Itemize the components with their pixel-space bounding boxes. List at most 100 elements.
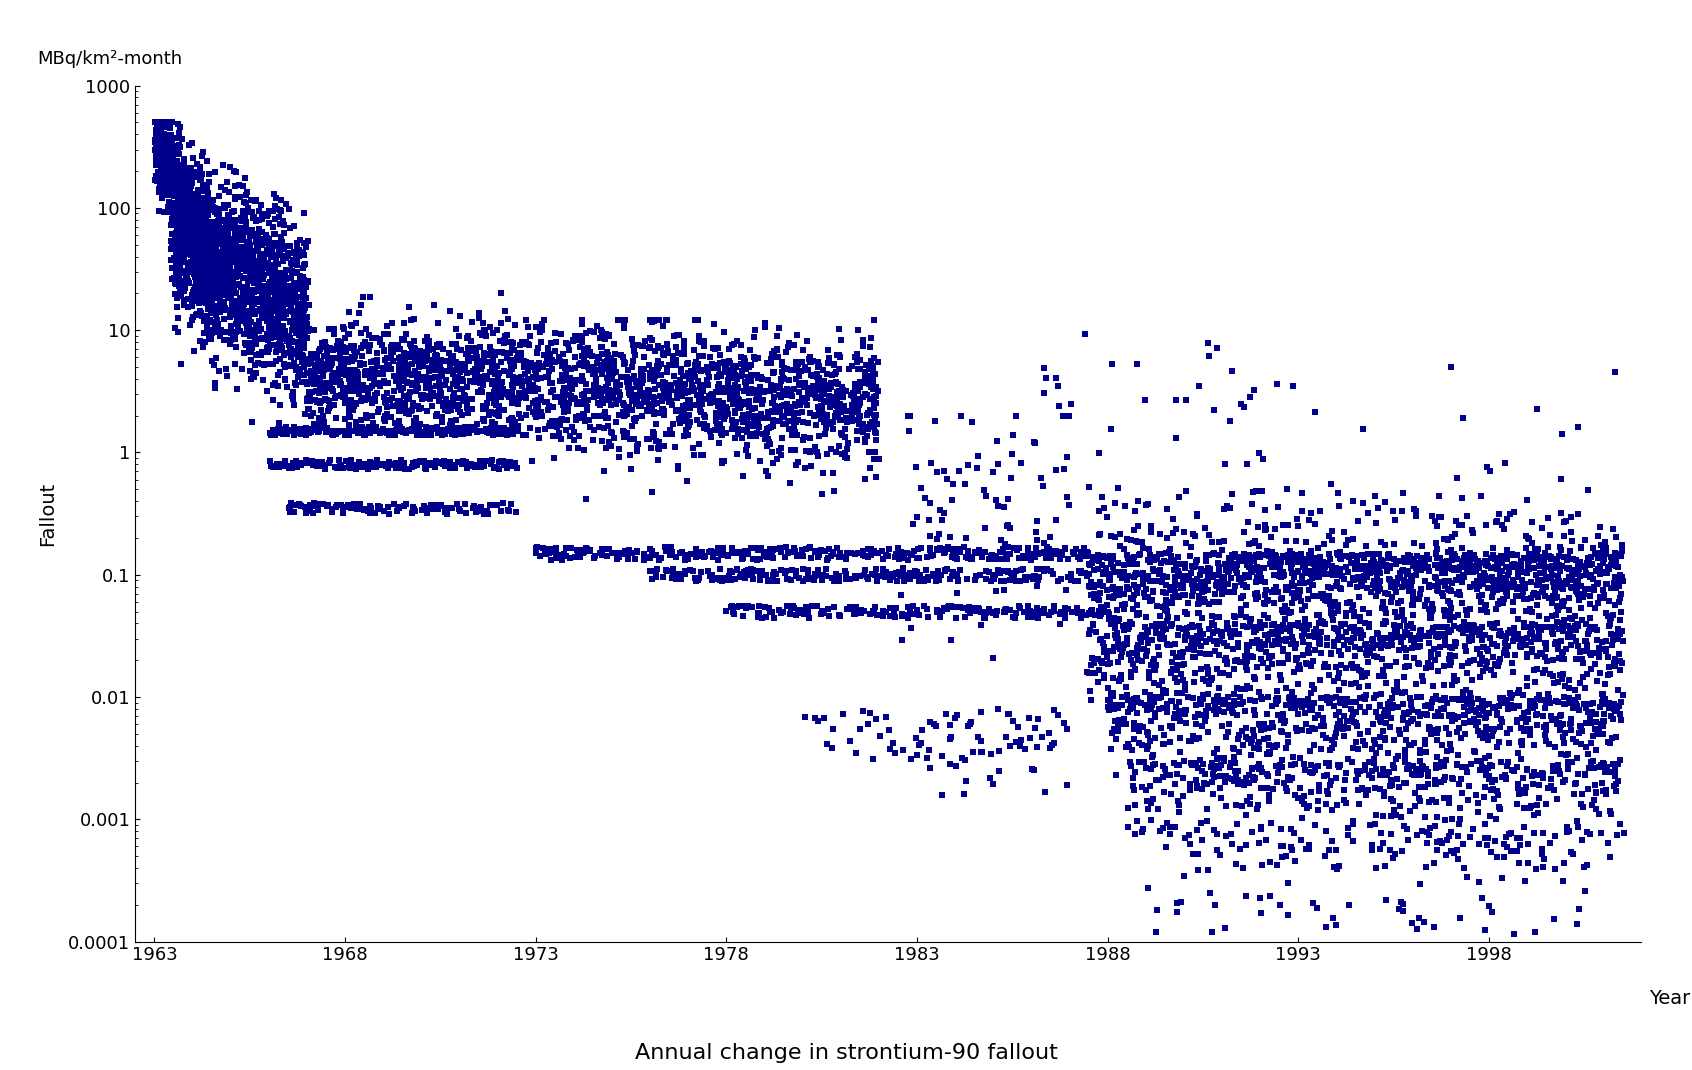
Point [355,419,382,437]
Point [1337,620,1364,637]
Point [1161,776,1188,793]
Point [1042,369,1069,386]
Point [1325,664,1352,682]
Point [1152,601,1179,618]
Point [591,462,618,479]
Point [1560,562,1587,579]
Point [349,389,376,407]
Point [242,294,269,311]
Point [1508,638,1535,655]
Point [543,549,570,566]
Point [584,395,611,412]
Point [707,365,734,382]
Point [245,233,272,250]
Point [1206,664,1233,682]
Point [645,452,672,469]
Point [1223,564,1250,581]
Point [1577,618,1604,636]
Point [264,378,291,395]
Point [530,358,557,376]
Point [1371,629,1398,646]
Point [450,453,477,470]
Point [1475,571,1502,588]
Point [721,402,748,419]
Point [217,272,244,289]
Point [1501,620,1528,637]
Point [1321,621,1349,638]
Point [232,169,259,186]
Point [497,495,525,513]
Point [1425,628,1452,645]
Point [1545,637,1572,654]
Point [426,372,453,389]
Point [611,320,638,337]
Point [1281,755,1308,773]
Point [283,358,310,376]
Point [1596,658,1623,675]
Point [1464,555,1491,572]
Point [1543,606,1570,623]
Point [937,631,964,648]
Point [1239,495,1266,513]
Point [242,330,269,347]
Point [183,259,210,276]
Point [281,306,308,323]
Point [810,464,838,482]
Point [1393,705,1420,722]
Point [374,384,401,401]
Point [460,500,487,517]
Point [1453,759,1480,776]
Point [1176,733,1203,750]
Point [880,568,907,585]
Point [222,228,249,245]
Point [1134,588,1161,606]
Point [1189,578,1217,595]
Point [1276,546,1303,563]
Point [198,305,225,322]
Point [423,419,450,437]
Point [261,272,288,289]
Point [528,333,555,350]
Point [1541,618,1568,636]
Point [1480,550,1508,567]
Point [342,348,369,365]
Point [470,367,497,384]
Point [1041,542,1068,560]
Point [240,248,267,265]
Point [486,419,513,437]
Point [450,372,477,389]
Point [621,550,648,567]
Point [1108,697,1135,714]
Point [1550,688,1577,705]
Point [406,343,433,361]
Point [1435,790,1462,807]
Point [1281,700,1308,717]
Point [1223,856,1250,873]
Point [318,501,345,518]
Point [161,194,188,211]
Point [235,337,262,354]
Point [152,131,179,148]
Point [487,353,514,370]
Point [195,246,222,263]
Point [609,348,636,365]
Point [1313,796,1340,813]
Point [1186,577,1213,594]
Point [1184,378,1211,395]
Point [1530,769,1557,786]
Point [1538,622,1565,639]
Point [151,156,178,173]
Point [1208,756,1235,774]
Point [186,193,213,210]
Point [1562,776,1589,793]
Point [1546,667,1574,684]
Point [773,415,800,432]
Point [1492,570,1519,587]
Point [1164,792,1191,809]
Point [176,227,203,244]
Point [538,352,565,369]
Point [1543,790,1570,807]
Point [1589,783,1616,800]
Point [819,464,846,482]
Point [1477,462,1504,479]
